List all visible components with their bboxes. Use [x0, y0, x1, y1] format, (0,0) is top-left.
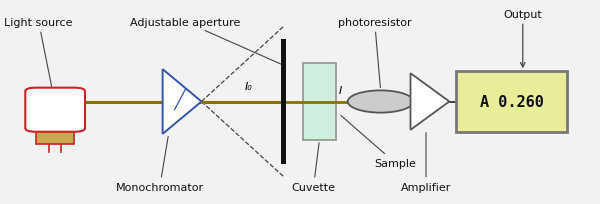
Bar: [281, 40, 286, 164]
Polygon shape: [410, 74, 449, 130]
Bar: [303, 64, 336, 140]
Text: Monochromator: Monochromator: [116, 137, 204, 193]
Text: Light source: Light source: [4, 18, 73, 87]
Text: Sample: Sample: [341, 116, 416, 168]
Circle shape: [348, 91, 413, 113]
Text: Adjustable aperture: Adjustable aperture: [130, 18, 281, 65]
Text: I: I: [339, 86, 342, 96]
Text: Amplifier: Amplifier: [401, 133, 451, 193]
Bar: [457, 72, 567, 132]
Text: photoresistor: photoresistor: [338, 18, 412, 88]
Text: A 0.260: A 0.260: [480, 94, 544, 110]
Bar: [36, 129, 74, 144]
FancyBboxPatch shape: [25, 88, 85, 132]
Text: I₀: I₀: [244, 82, 252, 92]
Polygon shape: [163, 70, 202, 134]
Text: Cuvette: Cuvette: [292, 143, 335, 193]
Text: Output: Output: [503, 10, 542, 68]
Bar: [411, 92, 422, 112]
